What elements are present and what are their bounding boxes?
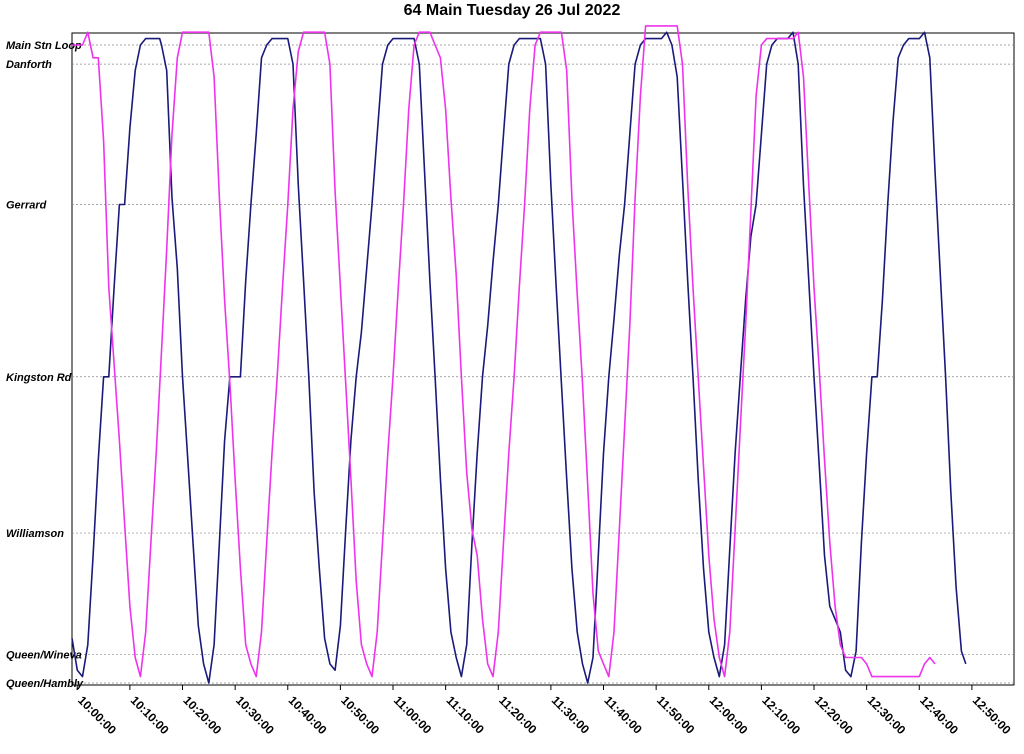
x-tick-label: 12:20:00 <box>812 693 856 737</box>
x-tick-label: 11:20:00 <box>496 693 540 737</box>
stop-label: Queen/Wineva <box>6 649 82 661</box>
stop-label: Williamson <box>6 528 64 540</box>
x-tick-label: 11:10:00 <box>444 693 488 737</box>
x-tick-label: 10:20:00 <box>180 693 224 737</box>
stop-label: Gerrard <box>6 200 47 212</box>
x-tick-label: 11:00:00 <box>391 693 435 737</box>
plot-area <box>71 32 1015 686</box>
x-axis-ticks: 10:00:00 10:10:00 10:20:00 10:30:00 10:40:00… <box>75 685 1014 737</box>
x-tick-label: 12:00:00 <box>707 693 751 737</box>
x-tick-label: 10:40:00 <box>286 693 330 737</box>
series-lines <box>71 25 967 684</box>
x-tick-label: 10:00:00 <box>75 693 119 737</box>
x-tick-label: 11:50:00 <box>654 693 698 737</box>
x-tick-label: 10:10:00 <box>128 693 172 737</box>
x-tick-label: 11:30:00 <box>549 693 593 737</box>
x-tick-label: 12:50:00 <box>970 693 1014 737</box>
stop-label: Queen/Hambly <box>6 678 84 690</box>
x-tick-label: 12:40:00 <box>917 693 961 737</box>
stop-label: Main Stn Loop <box>6 40 82 52</box>
stop-labels: Main Stn Loop Danforth Gerrard Kingston Rd W… <box>6 40 84 690</box>
x-tick-label: 10:30:00 <box>233 693 277 737</box>
x-tick-label: 12:10:00 <box>759 693 803 737</box>
stop-label: Danforth <box>6 59 52 71</box>
stop-label: Kingston Rd <box>6 372 72 384</box>
series-line <box>72 25 936 678</box>
x-tick-label: 12:30:00 <box>865 693 909 737</box>
x-tick-label: 11:40:00 <box>601 693 645 737</box>
series-line <box>71 31 967 684</box>
chart-title: 64 Main Tuesday 26 Jul 2022 <box>403 2 621 19</box>
x-tick-label: 10:50:00 <box>338 693 382 737</box>
